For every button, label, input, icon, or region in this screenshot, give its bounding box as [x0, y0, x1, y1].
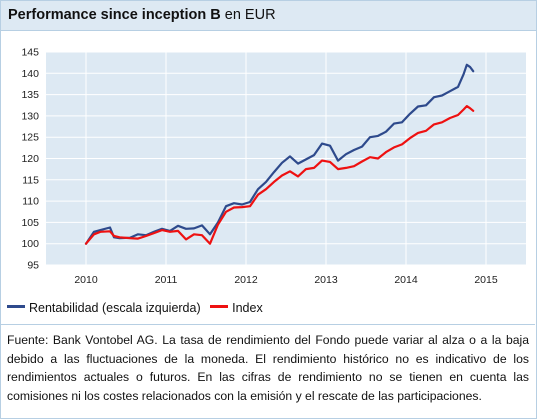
chart-title: Performance since inception B en EUR	[8, 7, 276, 23]
chart-title-currency: en EUR	[224, 7, 276, 23]
y-tick-label-120: 120	[21, 153, 39, 165]
legend-swatch-rentabilidad	[7, 305, 25, 309]
legend-item-rentabilidad: Rentabilidad (escala izquierda)	[7, 301, 201, 315]
divider	[0, 324, 535, 325]
y-tick-label-140: 140	[21, 68, 39, 80]
y-tick-label-125: 125	[21, 132, 39, 144]
chart-title-main: Performance since inception B	[8, 7, 221, 23]
legend-label-index: Index	[232, 301, 263, 315]
legend: Rentabilidad (escala izquierda) Index	[7, 301, 269, 317]
y-tick-label-105: 105	[21, 217, 39, 229]
x-tick-label-2013: 2013	[314, 274, 338, 286]
y-tick-label-95: 95	[27, 260, 39, 272]
footnote: Fuente: Bank Vontobel AG. La tasa de ren…	[7, 333, 529, 403]
y-tick-label-100: 100	[21, 238, 39, 250]
x-tick-label-2012: 2012	[234, 274, 258, 286]
series-line-index	[84, 104, 475, 245]
series-line-rentabilidad	[84, 63, 475, 245]
y-tick-label-110: 110	[22, 196, 39, 208]
line-chart: 95 100 105 110 115 120 125 130 135 140 145 2010 2011…	[21, 47, 526, 286]
legend-label-rentabilidad: Rentabilidad (escala izquierda)	[29, 301, 201, 315]
x-tick-label-2014: 2014	[394, 274, 418, 286]
legend-swatch-index	[210, 305, 229, 309]
y-tick-label-115: 115	[22, 174, 39, 186]
y-tick-label-130: 130	[21, 110, 39, 122]
x-tick-label-2010: 2010	[74, 274, 98, 286]
y-tick-label-145: 145	[21, 47, 39, 59]
title-bar: Performance since inception B en EUR	[1, 1, 536, 31]
legend-item-index: Index	[210, 301, 263, 315]
x-tick-label-2011: 2011	[155, 274, 178, 286]
x-tick-label-2015: 2015	[474, 274, 498, 286]
y-tick-label-135: 135	[21, 89, 39, 101]
